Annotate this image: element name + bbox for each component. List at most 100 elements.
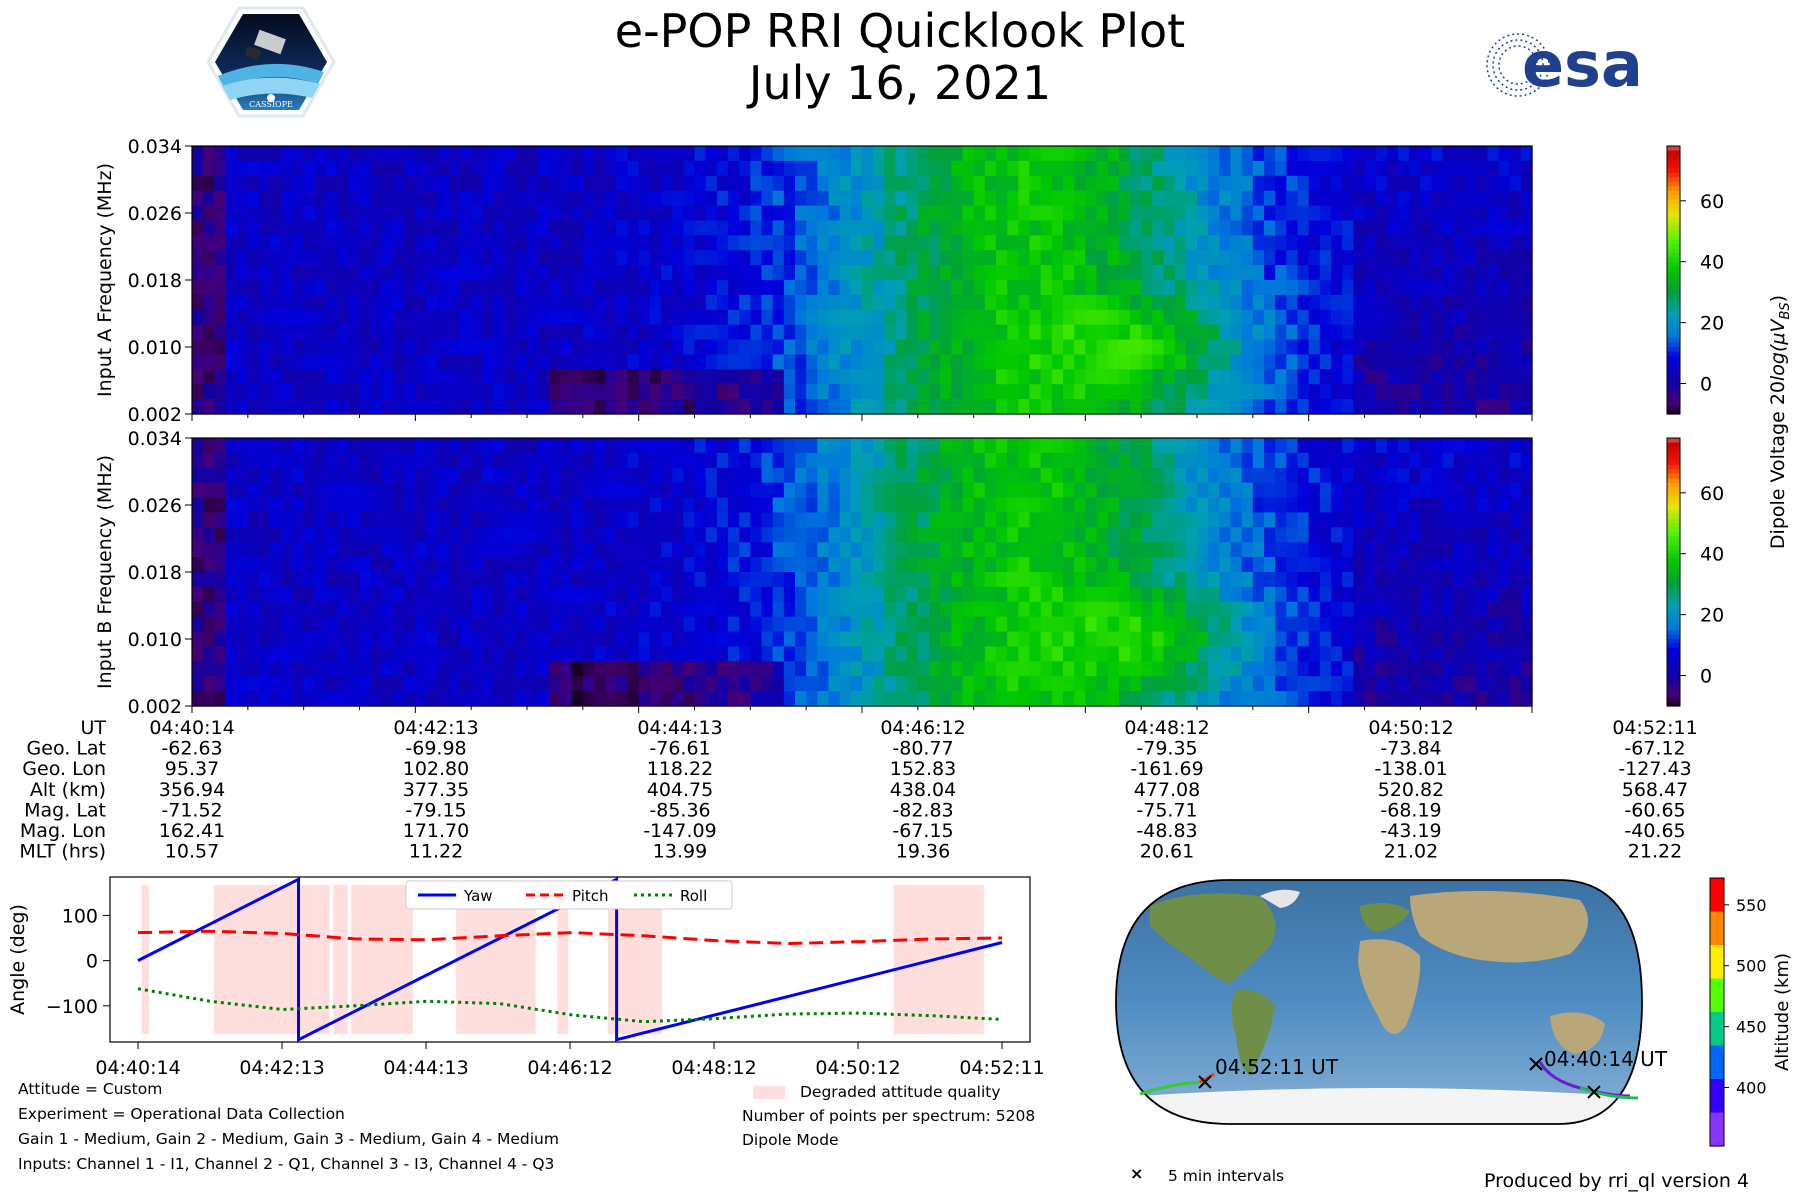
orbit-cell: 356.94: [159, 779, 225, 801]
orbit-cell: -48.83: [1136, 820, 1197, 842]
orbit-cell: -40.65: [1624, 820, 1685, 842]
attitude-x-tick-label: 04:40:14: [95, 1057, 180, 1076]
altitude-tick-label: 500: [1736, 957, 1767, 976]
degraded-interval: [333, 885, 348, 1034]
track-marker-end: [1198, 1075, 1212, 1089]
orbit-cell: -79.35: [1136, 738, 1197, 760]
colorbar-segment: [1667, 446, 1680, 452]
svg-text:CASSIOPE: CASSIOPE: [249, 100, 293, 109]
attitude-y-tick-label: 0: [86, 951, 98, 973]
track-segment-end: [1199, 1072, 1215, 1084]
track-label-end: 04:52:11 UT: [1215, 1055, 1339, 1079]
orbit-cell: -147.09: [643, 820, 716, 842]
colorbar-segment: [1667, 387, 1680, 393]
australia-shape: [1550, 1012, 1605, 1054]
africa-shape: [1358, 939, 1421, 1034]
colorbar-segment: [1667, 257, 1680, 263]
altitude-colorbar-segment: [1710, 978, 1724, 1013]
y-tick-label: 0.010: [128, 629, 182, 651]
voltage-colorbar: 0 20 40 60 0 20 40 60 Dipole Voltage 20log(μVBS): [1666, 145, 1793, 707]
orbit-cell: 477.08: [1134, 779, 1200, 801]
colorbar-tick-label: 40: [1700, 544, 1724, 566]
colorbar-segment: [1667, 329, 1680, 335]
spectrogram-cells: [192, 438, 1533, 707]
colorbar-segment: [1667, 172, 1680, 178]
orbit-cell: -69.98: [405, 738, 466, 760]
orbit-row-label: UT: [80, 717, 106, 739]
colorbar-segment: [1667, 585, 1680, 591]
colorbar-segment: [1667, 616, 1680, 622]
colorbar-segment: [1667, 656, 1680, 662]
orbit-row-label: Geo. Lon: [22, 758, 106, 780]
info-points-per-spectrum: Number of points per spectrum: 5208: [742, 1107, 1036, 1125]
colorbar-segment: [1667, 670, 1680, 676]
attitude-x-tick-label: 04:48:12: [671, 1057, 756, 1076]
colorbar-segment: [1667, 647, 1680, 653]
attitude-line-pitch: [137, 929, 1003, 946]
colorbar-segment: [1667, 688, 1680, 694]
colorbar-segment: [1667, 248, 1680, 254]
colorbar-segment: [1667, 163, 1680, 169]
colorbar-segment: [1667, 460, 1680, 466]
colorbar-tick-label: 20: [1700, 605, 1724, 627]
orbit-cell: 102.80: [403, 758, 469, 780]
interval-marker-icon: ×: [1130, 1164, 1144, 1183]
orbit-cell: 04:40:14: [149, 717, 234, 739]
orbit-cell: 04:52:11: [1612, 717, 1697, 739]
colorbar-segment: [1667, 612, 1680, 618]
orbit-cell: 438.04: [890, 779, 956, 801]
colorbar-segment: [1667, 500, 1680, 506]
orbit-map: 04:52:11 UT 04:40:14 UT 400 450 500 550 Altitu…: [1115, 877, 1793, 1147]
colorbar-segment: [1667, 589, 1680, 595]
orbit-cell: 21.22: [1628, 841, 1682, 863]
orbit-cell: -68.19: [1380, 799, 1441, 821]
colorbar-segment: [1667, 683, 1680, 689]
europe-shape: [1360, 902, 1410, 932]
attitude-line-yaw: [137, 876, 1003, 1043]
orbit-cell: -43.19: [1380, 820, 1441, 842]
legend-label-roll: Roll: [680, 887, 707, 905]
orbit-cell: 19.36: [896, 841, 950, 863]
orbit-row-label: Alt (km): [30, 779, 106, 801]
attitude-x-tick-label: 04:42:13: [239, 1057, 324, 1076]
colorbar-segment: [1667, 451, 1680, 457]
colorbar-segment: [1667, 208, 1680, 214]
colorbar-segment: [1667, 280, 1680, 286]
svg-text:esa: esa: [1522, 30, 1643, 100]
info-attitude: Attitude = Custom: [18, 1080, 163, 1098]
greenland-shape: [1260, 889, 1300, 908]
colorbar-segment: [1667, 554, 1680, 560]
legend-label-yaw: Yaw: [463, 887, 493, 905]
colorbar-segment: [1667, 364, 1680, 370]
colorbar-segment: [1667, 496, 1680, 502]
colorbar-segment: [1667, 438, 1680, 444]
colorbar-segment: [1667, 464, 1680, 470]
colorbar-segment: [1667, 146, 1680, 152]
orbit-cell: 118.22: [647, 758, 713, 780]
cassiope-logo: CASSIOPE: [206, 6, 336, 118]
colorbar-segment: [1667, 297, 1680, 303]
input-a-ylabel: Input A Frequency (MHz): [94, 163, 116, 397]
colorbar-segment: [1667, 253, 1680, 259]
orbit-row-label: MLT (hrs): [19, 841, 106, 863]
orbit-cell: -75.71: [1136, 799, 1197, 821]
colorbar-segment: [1667, 594, 1680, 600]
altitude-tick-label: 550: [1736, 896, 1767, 915]
altitude-colorbar-segment: [1710, 1112, 1724, 1147]
y-tick-label: 0.002: [128, 404, 182, 426]
colorbar-segment: [1667, 378, 1680, 384]
altitude-colorbar-segment: [1710, 911, 1724, 946]
orbit-cell: -67.15: [892, 820, 953, 842]
altitude-tick-label: 450: [1736, 1018, 1767, 1037]
degraded-interval: [141, 885, 149, 1034]
colorbar-segment: [1667, 701, 1680, 707]
colorbar-segment: [1667, 603, 1680, 609]
attitude-legend: Yaw Pitch Roll: [405, 880, 733, 910]
orbit-cell: 11.22: [409, 841, 463, 863]
map-globe: [1116, 880, 1642, 1124]
colorbar-segment: [1667, 239, 1680, 245]
colorbar-tick-label: 20: [1700, 313, 1724, 335]
degraded-legend-label: Degraded attitude quality: [800, 1083, 1001, 1101]
altitude-tick-label: 400: [1736, 1079, 1767, 1098]
colorbar-segment: [1667, 527, 1680, 533]
